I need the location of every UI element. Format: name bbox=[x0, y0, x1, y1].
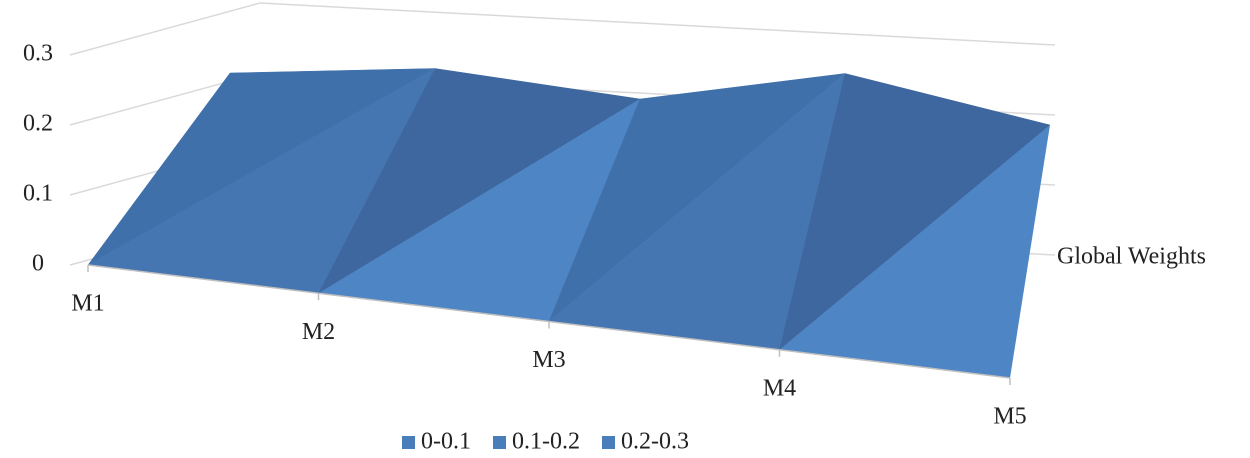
legend-label: 0.2-0.3 bbox=[621, 429, 689, 455]
y-tick-label: 0 bbox=[32, 251, 44, 277]
legend-swatch bbox=[402, 436, 415, 449]
y-tick-label: 0.3 bbox=[23, 41, 53, 67]
x-tick-label: M5 bbox=[993, 404, 1026, 430]
x-tick-label: M1 bbox=[71, 291, 104, 317]
surface-facet bbox=[549, 73, 845, 350]
x-tick-label: M3 bbox=[532, 347, 565, 373]
x-tick-label: M4 bbox=[763, 375, 796, 401]
surface-facet bbox=[1010, 125, 1050, 378]
surface-facet bbox=[318, 99, 640, 322]
y-tick-label: 0.1 bbox=[23, 181, 53, 207]
surface-facet bbox=[779, 125, 1050, 378]
surface-facet bbox=[88, 68, 435, 294]
legend-swatch bbox=[493, 436, 506, 449]
y-tick-label: 0.2 bbox=[23, 111, 53, 137]
grid-line bbox=[259, 2, 1056, 46]
series-label: Global Weights bbox=[1057, 244, 1206, 270]
legend-label: 0-0.1 bbox=[421, 429, 471, 455]
grid-line bbox=[69, 2, 261, 56]
x-tick-label: M2 bbox=[302, 319, 335, 345]
legend-swatch bbox=[602, 436, 615, 449]
legend-label: 0.1-0.2 bbox=[512, 429, 580, 455]
